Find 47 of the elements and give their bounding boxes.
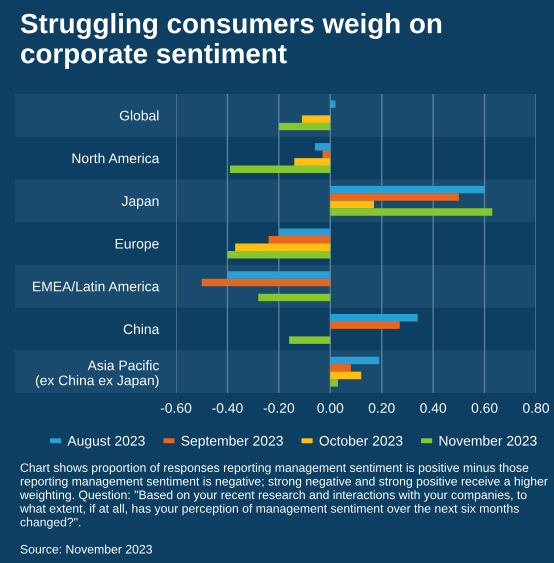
legend-label: August 2023: [67, 436, 145, 448]
bar: [230, 166, 330, 174]
bar: [278, 122, 330, 130]
bar: [227, 250, 330, 258]
legend-label: November 2023: [440, 436, 537, 446]
x-tick-label: 0.80: [523, 403, 549, 413]
x-tick-label: -0.40: [212, 403, 243, 413]
bar: [330, 314, 418, 322]
bar: [330, 193, 459, 201]
bar: [258, 294, 330, 302]
bar: [294, 158, 330, 166]
bar: [227, 271, 330, 279]
x-tick-label: 0.60: [472, 403, 498, 413]
x-tick-label: -0.60: [160, 403, 192, 413]
y-tick-label: North America: [72, 153, 160, 164]
x-tick-label: 0.40: [420, 403, 446, 413]
source-note: Source: November 2023: [20, 544, 152, 554]
legend-label: September 2023: [181, 436, 283, 448]
bar: [302, 115, 330, 123]
y-tick-label: Europe: [116, 238, 159, 252]
bar: [314, 143, 330, 151]
bar: [330, 200, 374, 208]
bar: [330, 379, 338, 387]
legend-label: October 2023: [320, 436, 402, 446]
y-tick-label: China: [124, 324, 160, 334]
bar: [330, 372, 362, 380]
bar: [202, 278, 330, 286]
y-tick-label: Asia Pacific (ex China ex Japan): [36, 360, 159, 388]
bar: [289, 336, 330, 344]
bar: [330, 186, 485, 194]
bar: [278, 228, 330, 236]
bar: [330, 321, 400, 329]
bar: [330, 356, 380, 364]
y-tick-label: Japan: [122, 196, 158, 209]
bar: [322, 150, 330, 158]
bar: [330, 364, 351, 372]
bar: [268, 236, 330, 244]
bar: [330, 208, 492, 216]
x-tick-label: 0.20: [368, 403, 395, 413]
x-tick-label: 0.00: [317, 403, 344, 413]
y-tick-label: EMEA/Latin America: [33, 281, 160, 292]
x-tick-label: -0.20: [264, 403, 294, 413]
y-tick-label: Global: [120, 110, 158, 121]
chart-title: Struggling consumers weigh on corporate sentiment: [20, 13, 442, 69]
bar: [330, 100, 336, 108]
text: Chart shows proportion of responses reporting management sentiment is positive minus those reporting management sentiment is negative; strong negative and strong positive receive a higher weighting. Question: "Based on your recent research and interactions with your companies, to what extent, if at all, has your perception of management sentiment over the next six months changed?".: [20, 463, 548, 529]
bar: [235, 244, 330, 251]
